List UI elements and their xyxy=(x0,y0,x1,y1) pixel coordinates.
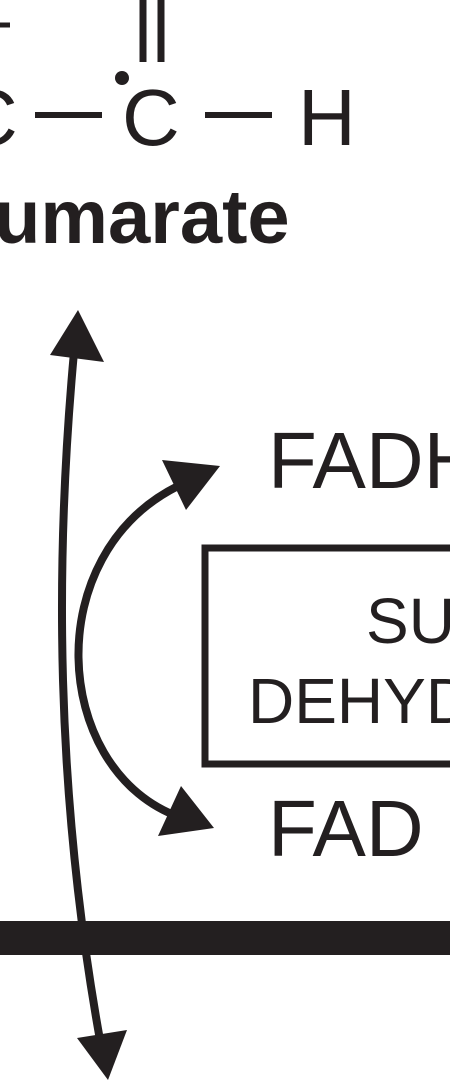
structural-formula: C C H xyxy=(0,0,356,162)
vertical-arrow xyxy=(50,310,127,1080)
enzyme-name-line1: SU xyxy=(366,585,450,657)
fadh-label: FADH xyxy=(268,416,450,505)
enzyme-box: SU DEHYD xyxy=(201,544,450,768)
arrowhead-to-fadh xyxy=(162,460,220,510)
atom-left-c: C xyxy=(0,73,18,162)
enzyme-box-border xyxy=(201,544,450,768)
compound-name: umarate xyxy=(0,175,290,260)
curved-arrow xyxy=(74,460,220,836)
arrowhead-to-fad xyxy=(158,786,214,836)
membrane-bar xyxy=(0,921,450,955)
atom-center-c: C xyxy=(122,73,180,162)
curved-arrow-shaft xyxy=(74,482,180,819)
radical-dot xyxy=(115,71,129,85)
arrowhead-down xyxy=(77,1030,127,1080)
arrowhead-up xyxy=(50,310,104,362)
enzyme-name-line2: DEHYD xyxy=(248,665,450,737)
atom-h: H xyxy=(298,73,356,162)
fad-label: FAD xyxy=(268,784,424,873)
